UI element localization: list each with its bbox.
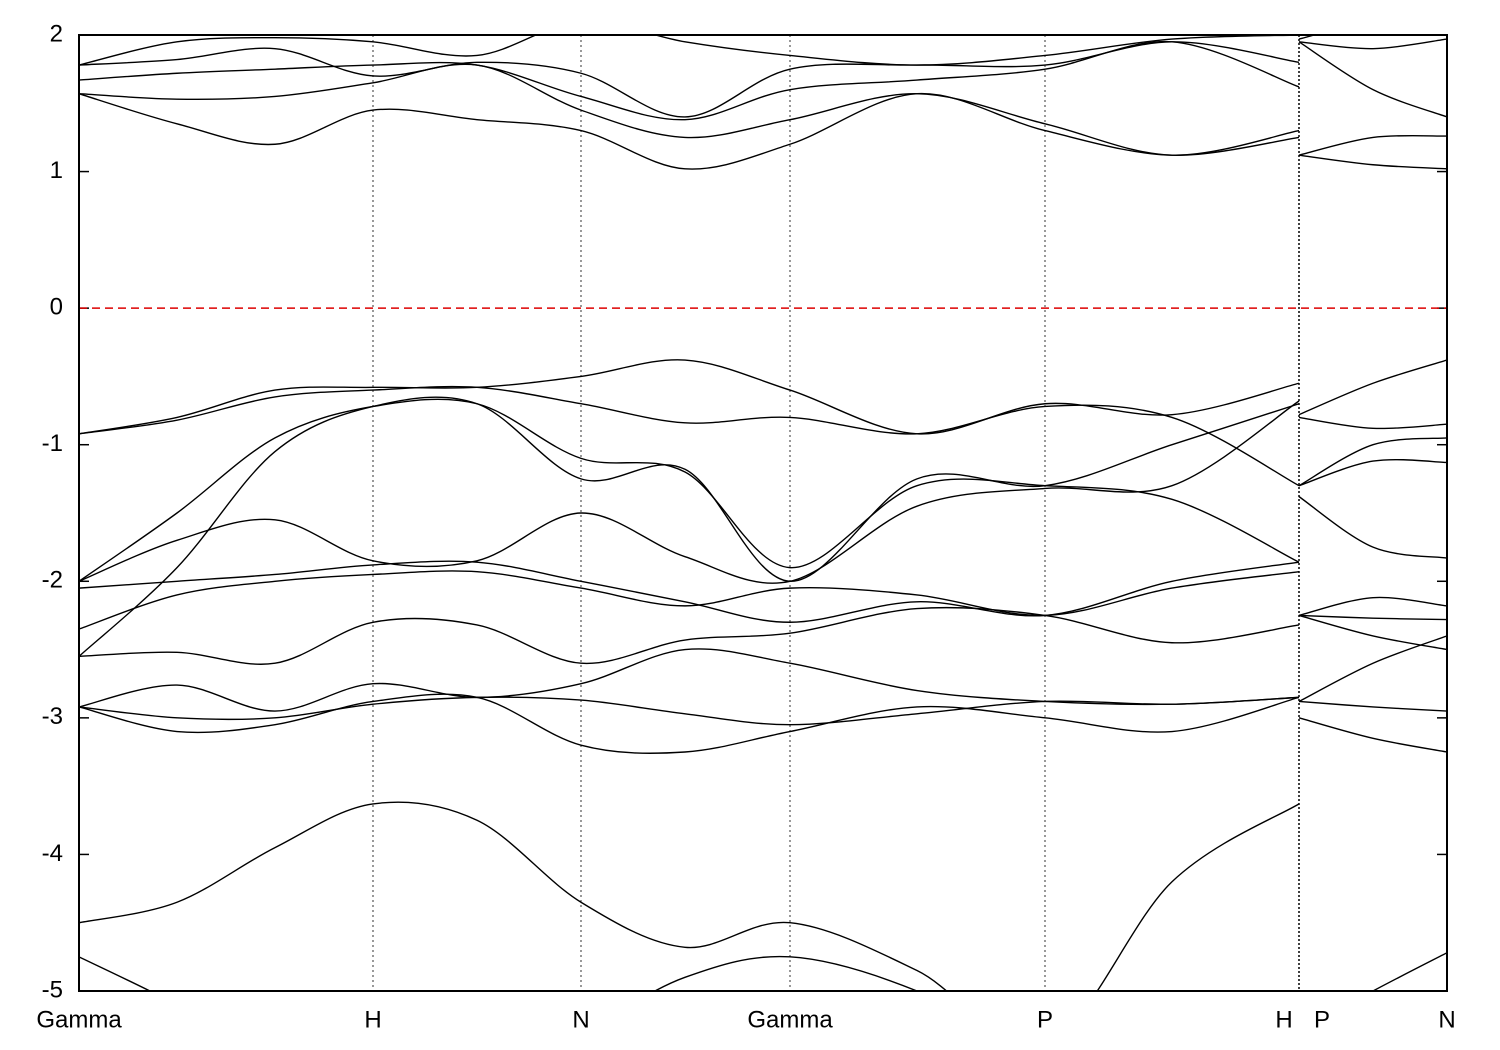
band-line	[79, 398, 1447, 582]
band-line	[79, 38, 1447, 118]
band-line	[79, 93, 1447, 170]
bands	[79, 35, 1447, 991]
y-tick-label: -4	[42, 840, 63, 867]
band-line	[79, 801, 1447, 991]
y-tick-label: 1	[50, 157, 63, 184]
band-line	[79, 560, 1447, 651]
x-tick-label: H	[1275, 1006, 1292, 1033]
band-line	[79, 385, 1447, 487]
x-tick-label: Gamma	[36, 1006, 122, 1033]
y-tick-label: 0	[50, 293, 63, 320]
band-line	[79, 396, 1447, 657]
band-line	[79, 696, 1447, 726]
x-tick-label: P	[1037, 1006, 1053, 1033]
band-line	[79, 693, 1447, 754]
y-tick-label: 2	[50, 20, 63, 47]
band-line	[79, 400, 1447, 584]
x-tick-label: P	[1314, 1006, 1330, 1033]
y-tick-label: -3	[42, 703, 63, 730]
band-line	[79, 606, 1447, 665]
y-tick-label: -1	[42, 430, 63, 457]
x-tick-label: Gamma	[747, 1006, 833, 1033]
band-line	[79, 35, 1317, 66]
band-line	[79, 635, 1447, 712]
y-tick-label: -2	[42, 567, 63, 594]
y-tick-label: -5	[42, 976, 63, 1003]
x-tick-label: H	[364, 1006, 381, 1033]
band-line	[79, 359, 1447, 435]
x-tick-label: N	[1438, 1006, 1455, 1033]
x-tick-label: N	[572, 1006, 589, 1033]
plot-frame	[78, 34, 1448, 992]
band-line	[79, 40, 1447, 121]
band-line	[79, 570, 1447, 630]
band-line	[79, 63, 1447, 156]
